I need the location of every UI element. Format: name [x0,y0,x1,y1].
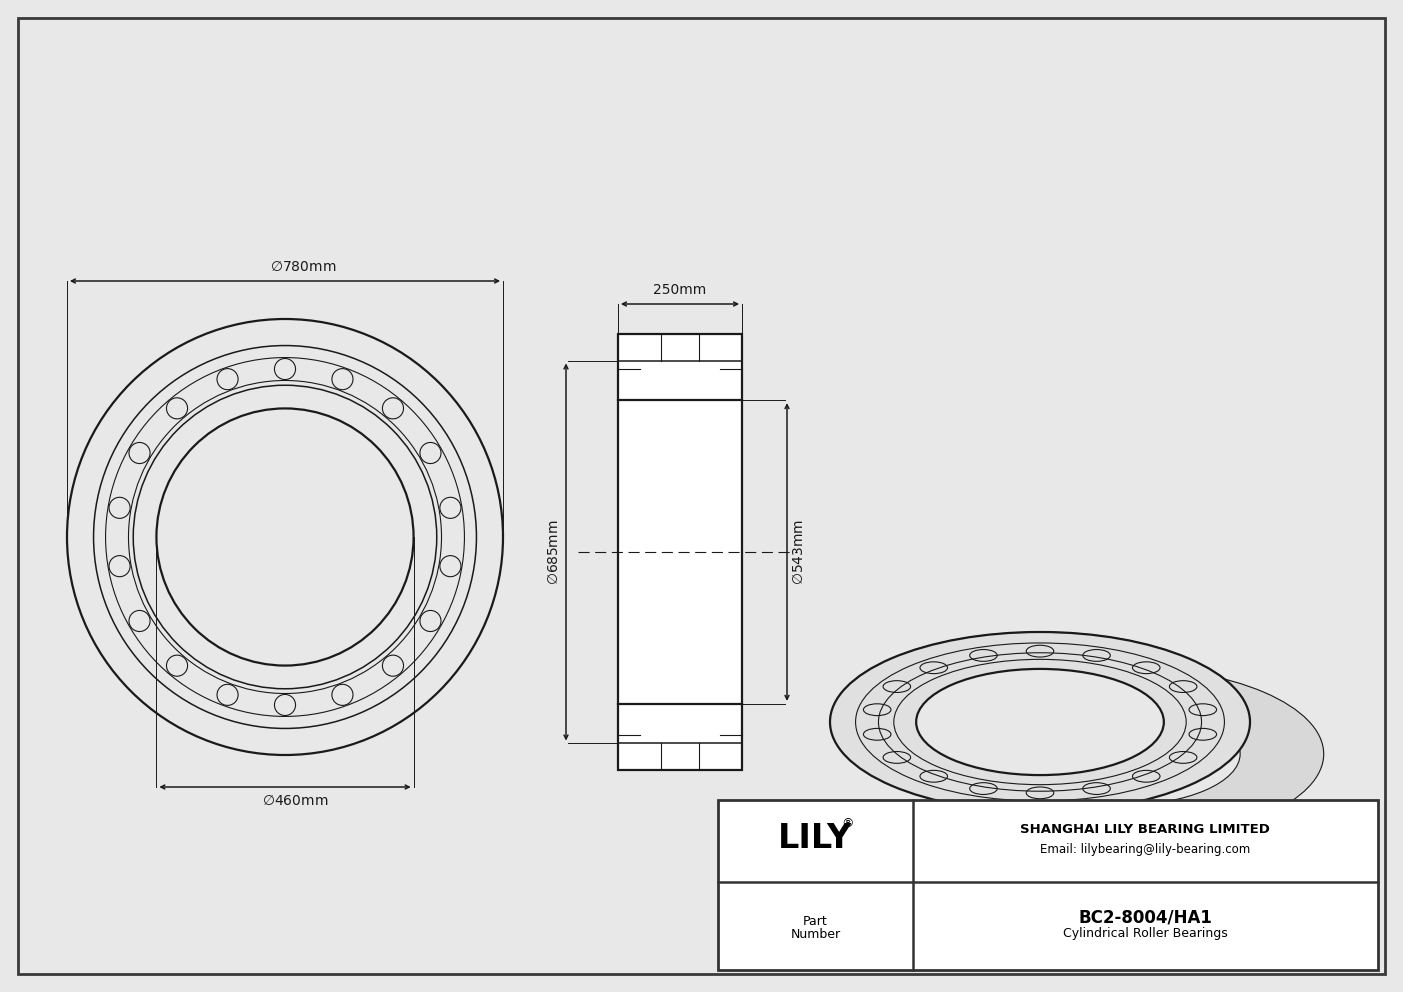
Text: Cylindrical Roller Bearings: Cylindrical Roller Bearings [1063,928,1228,940]
Bar [617,334,742,770]
Text: $\varnothing$685mm: $\varnothing$685mm [547,519,561,585]
Text: Number: Number [790,929,840,941]
Ellipse shape [916,667,1323,841]
Bar [617,334,742,360]
Text: SHANGHAI LILY BEARING LIMITED: SHANGHAI LILY BEARING LIMITED [1020,823,1270,836]
Ellipse shape [916,669,1164,775]
Text: $\varnothing$780mm: $\varnothing$780mm [269,260,337,274]
Bar [617,743,742,770]
Polygon shape [831,632,1323,768]
Text: LILY: LILY [779,822,853,855]
Bar [617,360,742,400]
Text: Part: Part [803,916,828,929]
Ellipse shape [1000,702,1240,806]
Ellipse shape [831,632,1250,812]
Text: $\varnothing$543mm: $\varnothing$543mm [793,519,805,585]
Text: ®: ® [842,817,853,830]
Bar [718,800,1378,970]
Polygon shape [916,669,1240,762]
Text: $\varnothing$460mm: $\varnothing$460mm [262,794,328,808]
Bar [617,703,742,743]
Text: 250mm: 250mm [654,283,707,297]
Text: Email: lilybearing@lily-bearing.com: Email: lilybearing@lily-bearing.com [1040,843,1250,856]
Text: BC2-8004/HA1: BC2-8004/HA1 [1079,909,1212,927]
